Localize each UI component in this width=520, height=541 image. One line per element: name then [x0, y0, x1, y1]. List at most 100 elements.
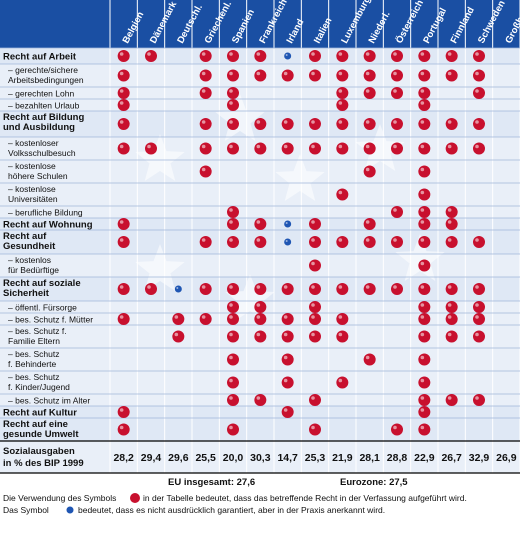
decorative-star	[355, 124, 405, 171]
red-dot-highlight	[256, 332, 261, 337]
red-dot-highlight	[201, 238, 206, 242]
red-dot-highlight	[119, 315, 124, 319]
red-dot-highlight	[420, 144, 425, 149]
red-dot-mark	[254, 142, 267, 155]
red-dot-highlight	[338, 332, 343, 337]
decorative-star	[215, 94, 265, 141]
red-dot-highlight	[365, 167, 370, 172]
red-dot-mark	[199, 87, 212, 99]
row-label: – kostenlos	[8, 255, 51, 265]
row-label: und Ausbildung	[3, 122, 75, 133]
red-dot-mark	[336, 99, 349, 111]
red-dot-mark	[117, 236, 130, 248]
red-dot-highlight	[420, 220, 425, 224]
red-dot-mark	[199, 142, 212, 155]
red-dot-highlight	[338, 89, 343, 93]
red-dot-mark	[473, 50, 485, 62]
red-dot-mark	[445, 218, 458, 230]
red-dot-mark	[363, 50, 376, 62]
red-dot-highlight	[447, 71, 452, 76]
red-dot-highlight	[420, 89, 425, 93]
red-dot-highlight	[119, 425, 124, 430]
red-dot-highlight	[174, 332, 179, 337]
red-dot-highlight	[256, 220, 261, 224]
red-dot-mark	[418, 394, 431, 406]
red-dot-highlight	[447, 285, 452, 289]
red-dot-mark	[254, 236, 267, 248]
red-dot-mark	[117, 218, 130, 230]
red-dot-highlight	[447, 144, 452, 149]
red-dot-highlight	[338, 120, 343, 124]
red-dot-mark	[418, 142, 431, 155]
row-label: – kostenlose	[8, 184, 56, 194]
red-dot-highlight	[256, 144, 261, 149]
red-dot-highlight	[447, 208, 452, 212]
red-dot-highlight	[447, 332, 452, 337]
row-label: Recht auf eine	[3, 419, 68, 430]
red-dot-highlight	[338, 378, 343, 383]
red-dot-mark	[336, 87, 349, 99]
red-dot-highlight	[229, 303, 233, 307]
red-dot-highlight	[201, 315, 206, 319]
red-dot-highlight	[311, 285, 315, 289]
red-dot-mark	[227, 394, 239, 406]
legend-red-dot	[130, 493, 140, 503]
red-dot-mark	[418, 50, 431, 62]
red-dot-highlight	[283, 332, 288, 337]
red-dot-highlight	[119, 285, 124, 289]
red-dot-mark	[172, 313, 185, 325]
red-dot-mark	[418, 69, 431, 82]
red-dot-highlight	[147, 144, 151, 149]
red-dot-mark	[391, 236, 403, 248]
red-dot-highlight	[147, 285, 151, 289]
red-dot-highlight	[229, 89, 233, 93]
blue-dot-mark	[284, 238, 292, 246]
red-dot-mark	[445, 236, 458, 248]
red-dot-highlight	[229, 52, 233, 56]
red-dot-highlight	[174, 315, 179, 319]
row-label: Recht auf soziale	[3, 278, 81, 289]
red-dot-mark	[254, 283, 267, 295]
red-dot-mark	[418, 218, 431, 230]
red-dot-mark	[336, 118, 349, 130]
red-dot-mark	[281, 283, 294, 295]
red-dot-mark	[254, 301, 267, 313]
red-dot-mark	[418, 206, 431, 218]
red-dot-highlight	[201, 285, 206, 289]
decorative-star	[275, 154, 325, 201]
red-dot-mark	[199, 118, 212, 130]
red-dot-highlight	[119, 220, 124, 224]
red-dot-mark	[227, 206, 239, 218]
red-dot-mark	[418, 118, 431, 130]
red-dot-highlight	[229, 144, 233, 149]
red-dot-mark	[309, 394, 321, 406]
red-dot-highlight	[365, 285, 370, 289]
legend-blue-text: bedeutet, dass es nicht ausdrücklich gar…	[78, 505, 385, 515]
row-label: – bezahlten Urlaub	[8, 101, 80, 111]
red-dot-highlight	[256, 238, 261, 242]
red-dot-highlight	[283, 408, 288, 412]
red-dot-mark	[418, 313, 431, 325]
red-dot-highlight	[475, 315, 479, 319]
red-dot-highlight	[311, 238, 315, 242]
red-dot-highlight	[229, 285, 233, 289]
row-label: höhere Schulen	[8, 171, 68, 181]
red-dot-mark	[473, 394, 485, 406]
red-dot-highlight	[119, 120, 124, 124]
red-dot-mark	[254, 50, 267, 62]
red-dot-mark	[336, 50, 349, 62]
red-dot-highlight	[229, 208, 233, 212]
red-dot-mark	[117, 87, 130, 99]
red-dot-highlight	[420, 101, 425, 105]
footer-value: 20,0	[223, 452, 244, 464]
red-dot-highlight	[420, 425, 425, 430]
red-dot-highlight	[338, 144, 343, 149]
red-dot-mark	[336, 188, 349, 201]
red-dot-mark	[309, 330, 321, 343]
red-dot-highlight	[420, 378, 425, 383]
red-dot-highlight	[475, 285, 479, 289]
red-dot-highlight	[311, 261, 315, 266]
red-dot-mark	[281, 118, 294, 130]
red-dot-highlight	[311, 332, 315, 337]
legend-red-text: Die Verwendung des Symbols	[3, 493, 116, 503]
